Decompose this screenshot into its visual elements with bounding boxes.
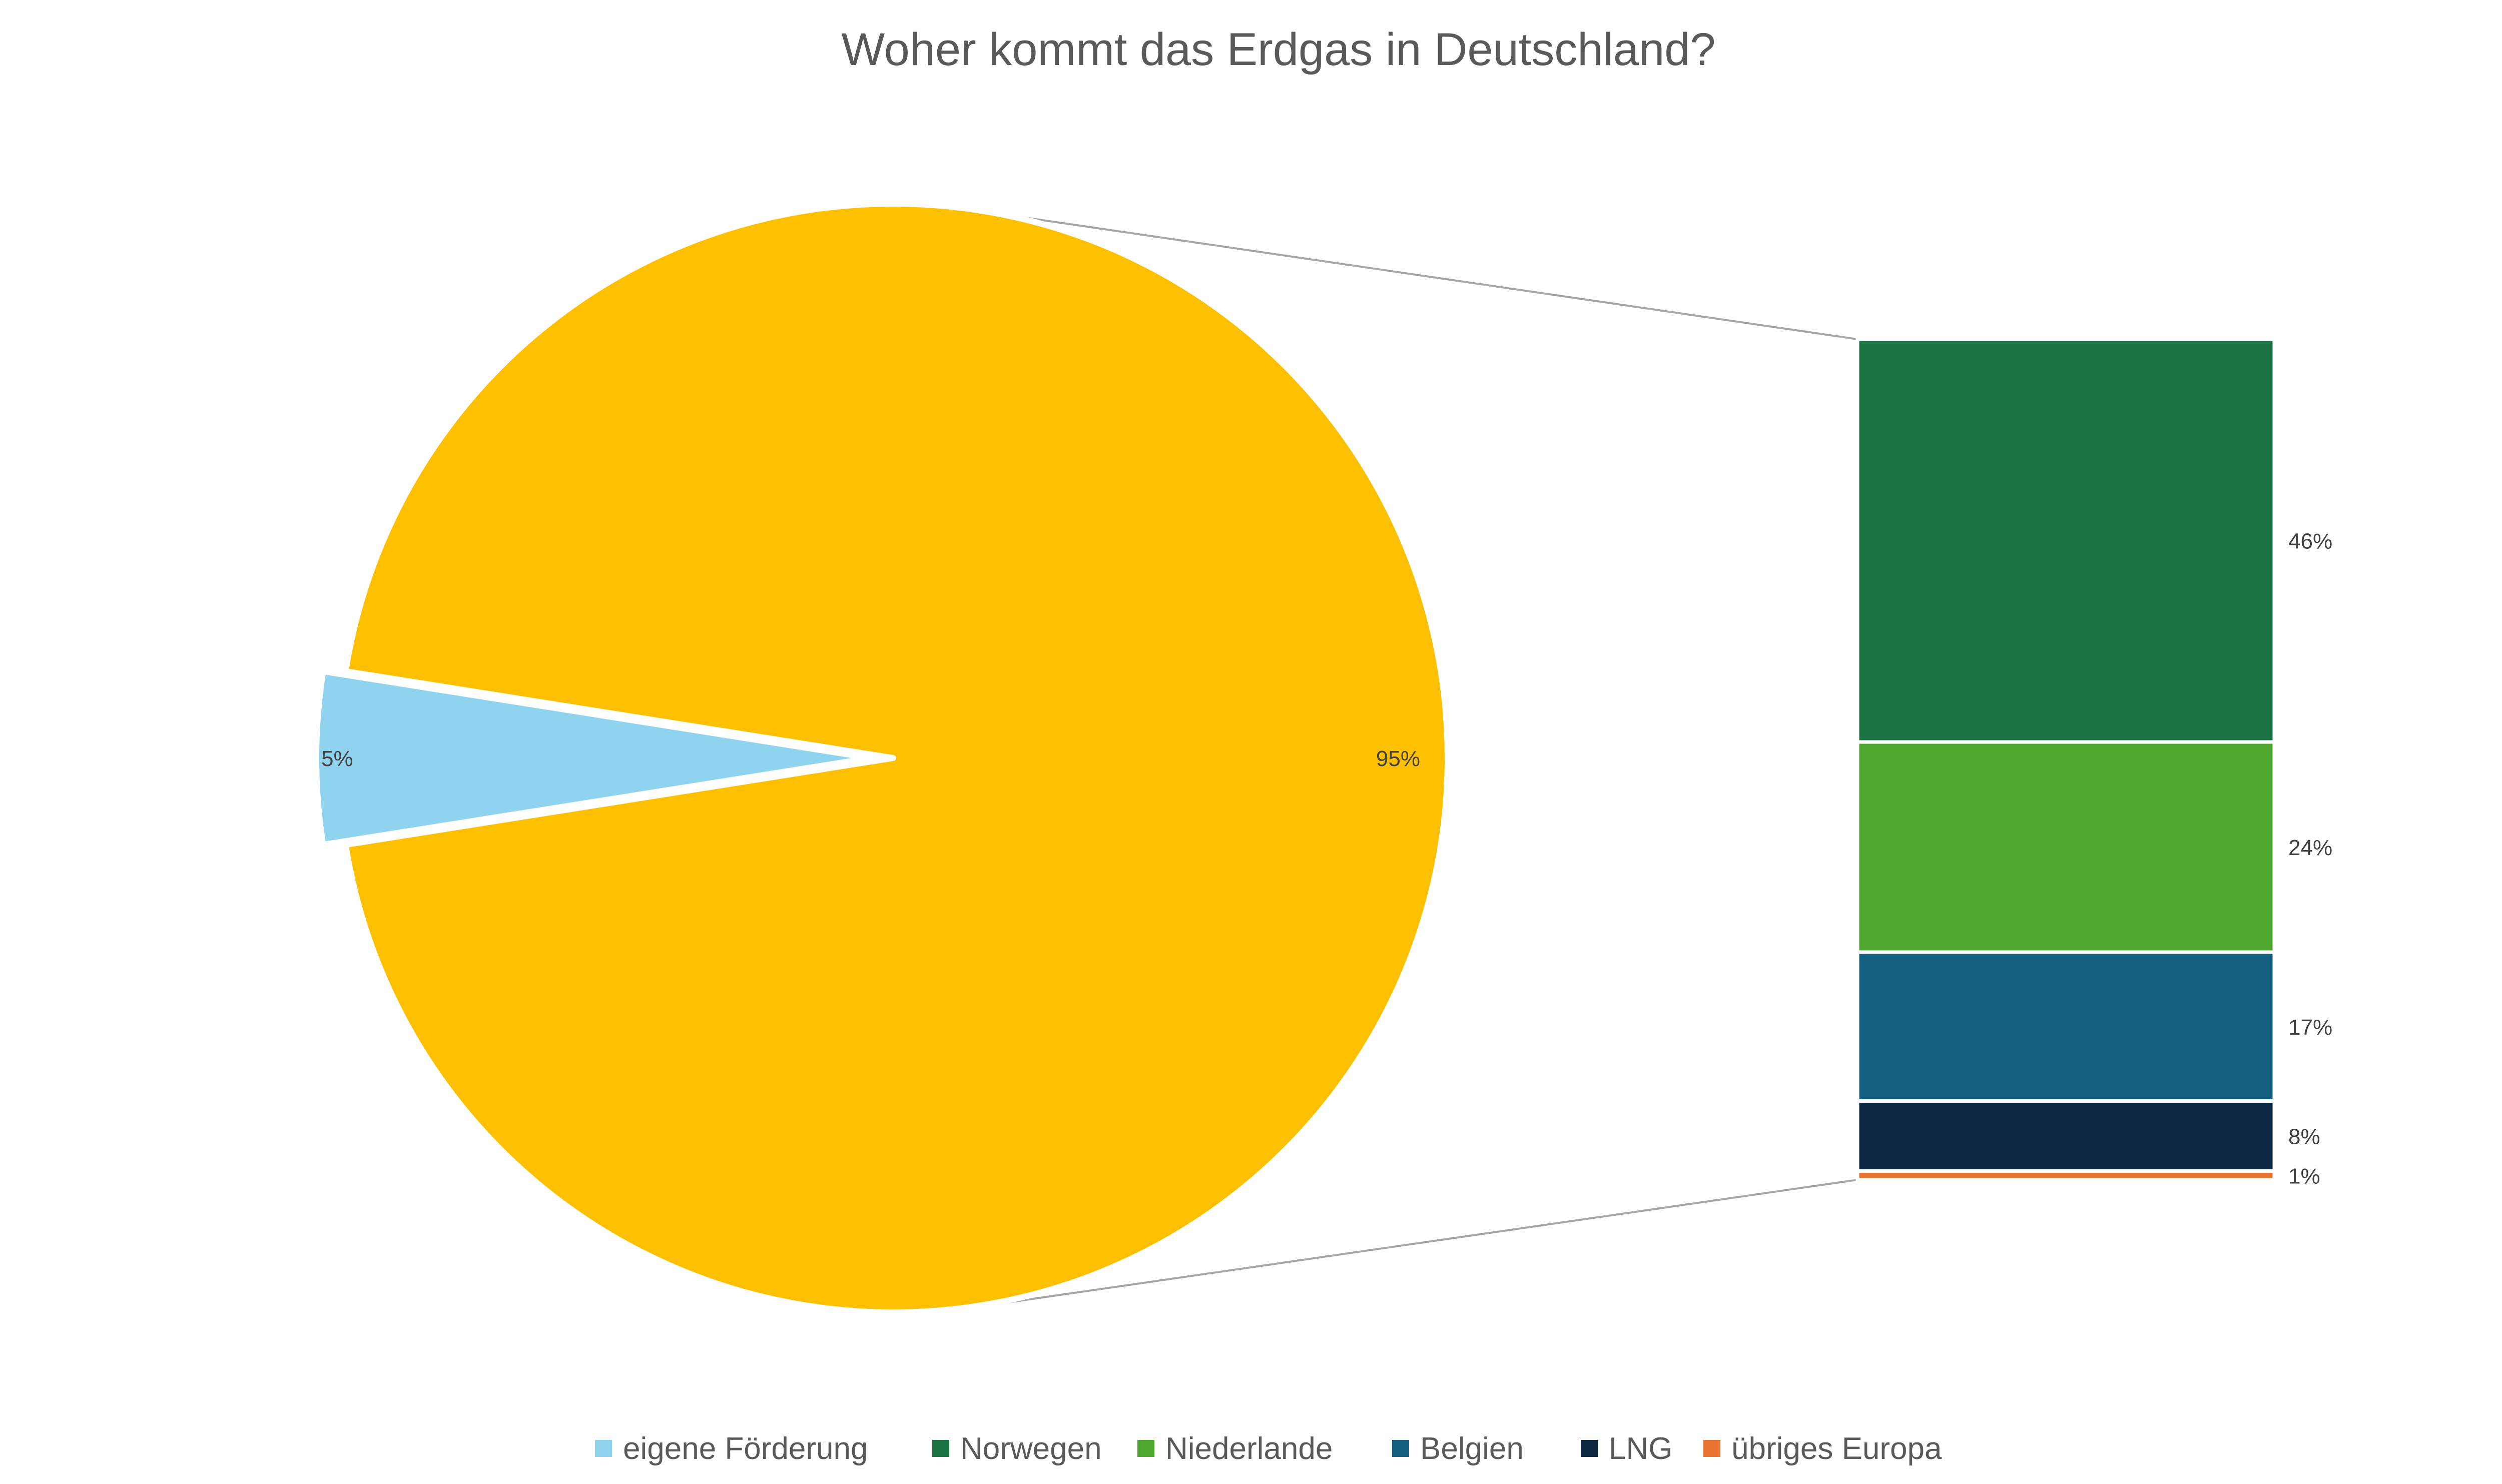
legend-label-belgien: Belgien — [1420, 1431, 1524, 1466]
legend-swatch-uebriges-europa — [1703, 1440, 1720, 1457]
pie-slice-other — [342, 201, 1451, 1315]
legend-label-lng: LNG — [1609, 1431, 1672, 1466]
legend-swatch-eigene-foerderung — [595, 1440, 612, 1457]
bar-label-uebriges-europa: 1% — [2288, 1164, 2320, 1188]
legend-label-uebriges-europa: übriges Europa — [1731, 1431, 1942, 1466]
connector-line-bottom — [1008, 1179, 1858, 1303]
legend: eigene Förderung Norwegen Niederlande Belgi… — [595, 1431, 1942, 1466]
legend-swatch-belgien — [1392, 1440, 1409, 1457]
legend-label-niederlande: Niederlande — [1165, 1431, 1333, 1466]
pie: 5% 95% — [313, 201, 1451, 1315]
pie-label-other: 95% — [1376, 747, 1420, 771]
connector-lines — [1008, 214, 1858, 1303]
legend-swatch-lng — [1581, 1440, 1598, 1457]
bar-segment-norwegen — [1855, 337, 2276, 744]
legend-swatch-norwegen — [932, 1440, 949, 1457]
legend-label-eigene-foerderung: eigene Förderung — [623, 1431, 868, 1466]
legend-label-norwegen: Norwegen — [960, 1431, 1102, 1466]
bar-label-belgien: 17% — [2288, 1015, 2332, 1040]
legend-swatch-niederlande — [1137, 1440, 1154, 1457]
bar-label-lng: 8% — [2288, 1125, 2320, 1149]
bar-segment-belgien — [1855, 950, 2276, 1103]
chart-title: Woher kommt das Erdgas in Deutschland? — [841, 24, 1715, 75]
pie-slice-eigene-foerderung — [313, 668, 874, 848]
bar-segment-uebriges-europa — [1855, 1169, 2276, 1182]
bar-segment-niederlande — [1855, 740, 2276, 954]
bar-segment-lng — [1855, 1099, 2276, 1173]
bar-of-pie: 46% 24% 17% 8% 1% — [1855, 337, 2332, 1188]
bar-label-norwegen: 46% — [2288, 529, 2332, 554]
bar-label-niederlande: 24% — [2288, 836, 2332, 860]
pie-label-eigene-foerderung: 5% — [321, 747, 353, 771]
connector-line-top — [1008, 214, 1858, 340]
